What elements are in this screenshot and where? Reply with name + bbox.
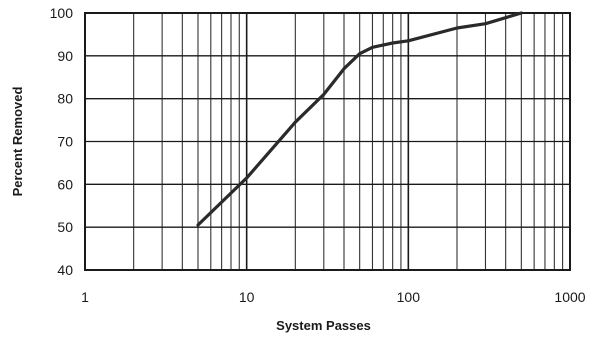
y-tick-label: 40 [57,262,73,278]
x-tick-label: 10 [239,289,255,305]
x-axis-title: System Passes [276,318,371,333]
series-line [196,11,523,227]
y-tick-label: 50 [57,219,73,235]
x-tick-label: 1 [81,289,89,305]
x-tick-label: 1000 [554,289,585,305]
series-layer [196,11,523,227]
plot-frame [84,12,571,271]
y-tick-label: 60 [57,176,73,192]
y-tick-label: 90 [57,48,73,64]
y-tick-label: 80 [57,91,73,107]
x-tick-label: 100 [397,289,421,305]
y-axis-title: Percent Removed [10,87,25,197]
y-tick-label: 100 [50,5,74,21]
grid [85,13,570,270]
y-tick-label: 70 [57,134,73,150]
